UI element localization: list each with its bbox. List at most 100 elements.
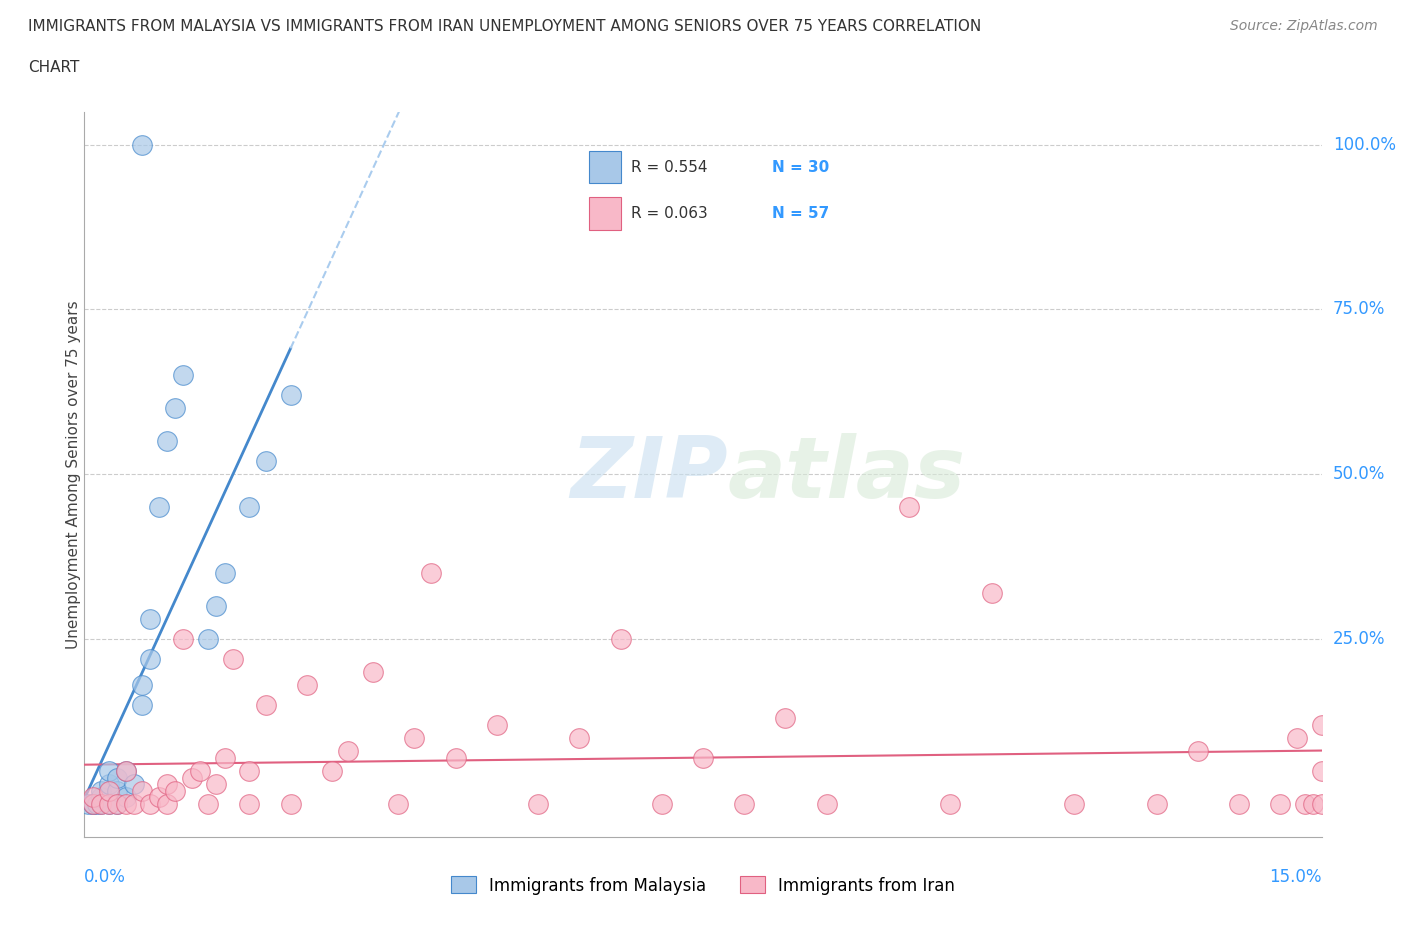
Point [77, 797, 100, 812]
Point [172, 631, 194, 646]
Point [1187, 744, 1209, 759]
Point [105, 783, 128, 798]
Text: 75.0%: 75.0% [1333, 300, 1385, 318]
Text: N = 30: N = 30 [772, 160, 830, 175]
Point [337, 744, 360, 759]
Point [1294, 797, 1316, 812]
Point [775, 711, 797, 725]
Text: 25.0%: 25.0% [1333, 631, 1385, 648]
Text: 100.0%: 100.0% [1333, 136, 1396, 153]
Text: CHART: CHART [28, 60, 80, 75]
Point [86, 797, 108, 812]
Point [98, 764, 121, 778]
Point [139, 652, 162, 667]
Point [568, 731, 591, 746]
Point [1310, 764, 1333, 778]
Point [165, 401, 187, 416]
Point [980, 586, 1002, 601]
Point [692, 751, 714, 765]
Bar [589, 197, 621, 230]
Point [1302, 797, 1324, 812]
Point [82, 797, 104, 812]
Point [98, 783, 121, 798]
Point [254, 454, 277, 469]
Point [156, 434, 179, 449]
Point [1146, 797, 1168, 812]
Point [1310, 797, 1333, 812]
Point [609, 631, 631, 646]
Point [139, 797, 162, 812]
Point [197, 797, 219, 812]
Point [188, 764, 211, 778]
Point [90, 783, 112, 798]
Point [114, 764, 136, 778]
Point [114, 764, 136, 778]
Point [131, 698, 153, 712]
Point [419, 565, 441, 580]
Point [105, 797, 128, 812]
Point [238, 764, 260, 778]
Point [733, 797, 755, 812]
Point [295, 678, 318, 693]
Point [139, 612, 162, 627]
Bar [589, 151, 621, 183]
Point [485, 717, 508, 732]
Text: Source: ZipAtlas.com: Source: ZipAtlas.com [1230, 19, 1378, 33]
Point [122, 777, 145, 791]
Point [214, 565, 236, 580]
Point [197, 631, 219, 646]
Point [90, 797, 112, 812]
Point [651, 797, 673, 812]
Point [238, 797, 260, 812]
Point [82, 797, 104, 812]
Text: 0.0%: 0.0% [84, 868, 127, 885]
Point [222, 652, 245, 667]
Point [131, 783, 153, 798]
Y-axis label: Unemployment Among Seniors over 75 years: Unemployment Among Seniors over 75 years [66, 300, 80, 648]
Point [82, 797, 104, 812]
Point [444, 751, 467, 765]
Point [90, 797, 112, 812]
Point [1285, 731, 1308, 746]
Point [98, 777, 121, 791]
Point [280, 797, 302, 812]
Text: atlas: atlas [728, 432, 966, 516]
Point [361, 665, 384, 680]
Point [214, 751, 236, 765]
Point [939, 797, 962, 812]
Point [1227, 797, 1250, 812]
Point [527, 797, 550, 812]
Text: 15.0%: 15.0% [1270, 868, 1322, 885]
Point [148, 790, 170, 804]
Point [1063, 797, 1085, 812]
Point [122, 797, 145, 812]
Point [165, 783, 187, 798]
Point [254, 698, 277, 712]
Point [131, 678, 153, 693]
Point [105, 770, 128, 785]
Point [90, 790, 112, 804]
Text: IMMIGRANTS FROM MALAYSIA VS IMMIGRANTS FROM IRAN UNEMPLOYMENT AMONG SENIORS OVER: IMMIGRANTS FROM MALAYSIA VS IMMIGRANTS F… [28, 19, 981, 33]
Point [114, 790, 136, 804]
Text: 50.0%: 50.0% [1333, 465, 1385, 484]
Point [156, 777, 179, 791]
Point [238, 499, 260, 514]
Point [815, 797, 838, 812]
Point [205, 599, 228, 614]
Point [898, 499, 921, 514]
Point [180, 770, 202, 785]
Point [1310, 717, 1333, 732]
Text: R = 0.554: R = 0.554 [631, 160, 707, 175]
Text: R = 0.063: R = 0.063 [631, 206, 707, 221]
Point [82, 790, 104, 804]
Point [404, 731, 426, 746]
Point [114, 797, 136, 812]
Point [172, 368, 194, 383]
Point [387, 797, 409, 812]
Point [98, 797, 121, 812]
Legend: Immigrants from Malaysia, Immigrants from Iran: Immigrants from Malaysia, Immigrants fro… [444, 870, 962, 901]
Point [98, 797, 121, 812]
Point [321, 764, 343, 778]
Point [148, 499, 170, 514]
Point [156, 797, 179, 812]
